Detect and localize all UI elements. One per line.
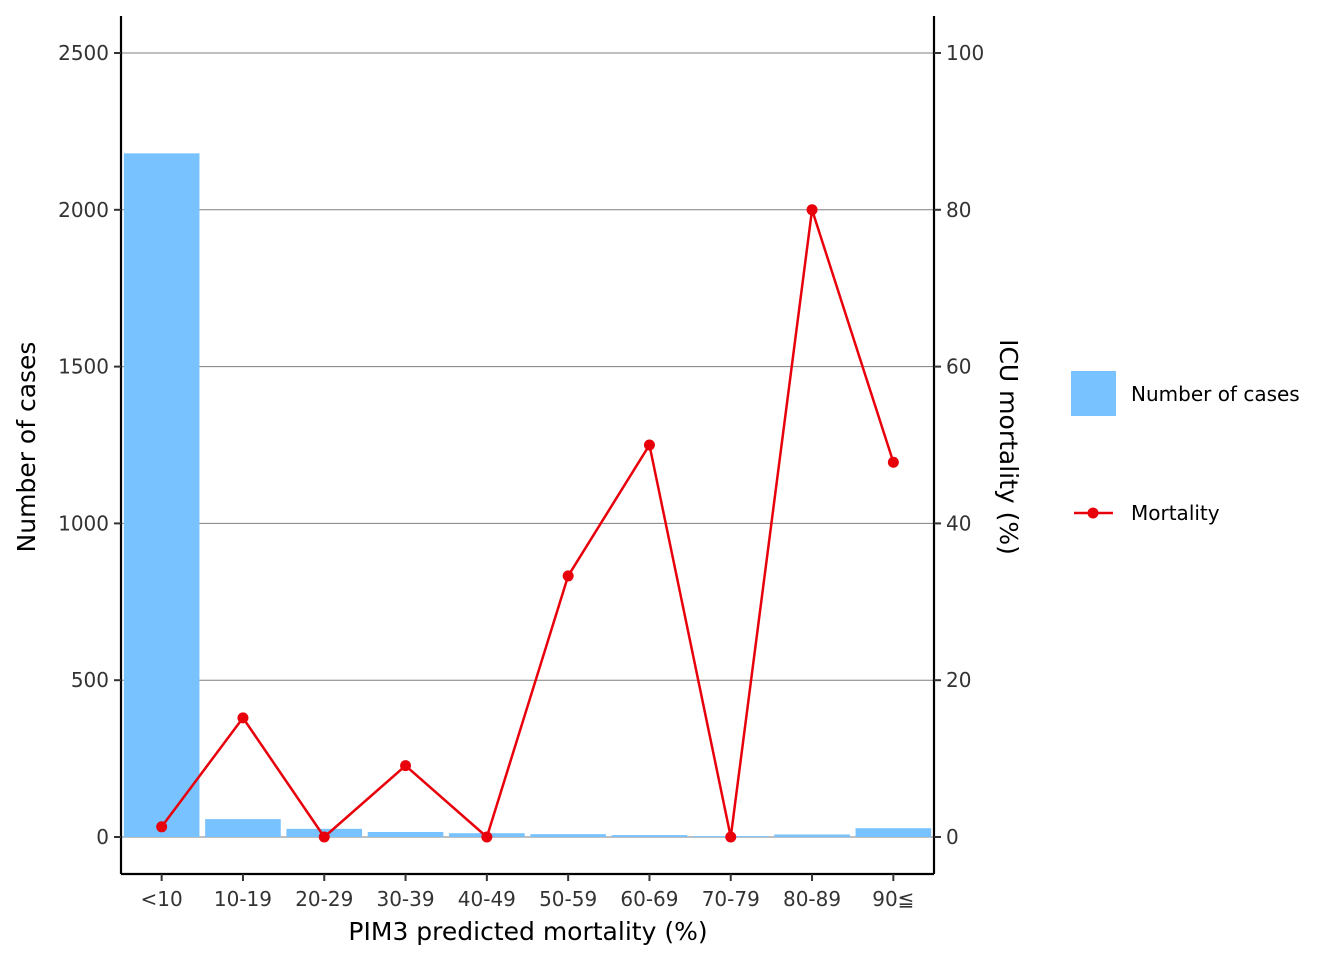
bar-9 [855, 828, 932, 837]
y-tick-label-500: 500 [71, 668, 109, 692]
mortality-point-2 [318, 831, 330, 843]
y2-tick-label-40: 40 [946, 511, 971, 535]
bar-1 [205, 819, 281, 837]
mortality-point-3 [400, 760, 412, 772]
y-tick-label-1000: 1000 [58, 511, 109, 535]
y2-tick-label-60: 60 [946, 355, 971, 379]
mortality-point-5 [562, 570, 574, 582]
x-tick-label-2: 20-29 [295, 887, 353, 911]
bar-0 [123, 153, 200, 838]
x-axis-title: PIM3 predicted mortality (%) [348, 917, 707, 946]
legend-label-number-of-cases: Number of cases [1131, 382, 1300, 406]
mortality-point-8 [806, 204, 818, 216]
y2-tick-label-20: 20 [946, 668, 971, 692]
x-tick-label-1: 10-19 [214, 887, 272, 911]
legend-label-mortality: Mortality [1131, 501, 1220, 525]
line-layer [156, 204, 899, 843]
axes-layer [119, 16, 936, 876]
x-tick-label-3: 30-39 [376, 887, 434, 911]
mortality-point-4 [481, 831, 493, 843]
bar-8 [774, 834, 850, 837]
mortality-point-7 [725, 831, 737, 843]
y2-axis-title: ICU mortality (%) [994, 339, 1023, 555]
x-tick-label-8: 80-89 [783, 887, 841, 911]
y-tick-label-0: 0 [96, 825, 109, 849]
y-tick-label-2000: 2000 [58, 198, 109, 222]
y2-tick-label-100: 100 [946, 41, 984, 65]
x-tick-label-0: <10 [141, 887, 183, 911]
y2-tick-label-0: 0 [946, 825, 959, 849]
bar-6 [611, 835, 688, 837]
mortality-line [160, 208, 895, 839]
mortality-point-9 [887, 456, 899, 468]
bar-3 [367, 831, 444, 837]
mortality-point-0 [156, 821, 168, 833]
x-tick-label-5: 50-59 [539, 887, 597, 911]
y-tick-label-1500: 1500 [58, 355, 109, 379]
legend: Number of cases Mortality [1071, 371, 1300, 525]
bar-5 [530, 834, 606, 837]
legend-key-mortality-marker [1087, 507, 1099, 519]
y2-tick-label-80: 80 [946, 198, 971, 222]
tick-labels-layer: 0 500 1000 1500 2000 2500 0 20 40 60 80 100 <10 10-19… [58, 41, 984, 911]
y-tick-label-2500: 2500 [58, 41, 109, 65]
x-tick-label-9: 90≦ [872, 887, 914, 911]
x-tick-label-7: 70-79 [702, 887, 760, 911]
x-tick-label-4: 40-49 [458, 887, 516, 911]
mortality-point-6 [643, 439, 655, 451]
legend-key-number-of-cases [1071, 371, 1116, 416]
y-axis-title: Number of cases [12, 342, 41, 553]
x-tick-label-6: 60-69 [620, 887, 678, 911]
mortality-point-1 [237, 712, 249, 724]
bars-layer [123, 153, 932, 838]
